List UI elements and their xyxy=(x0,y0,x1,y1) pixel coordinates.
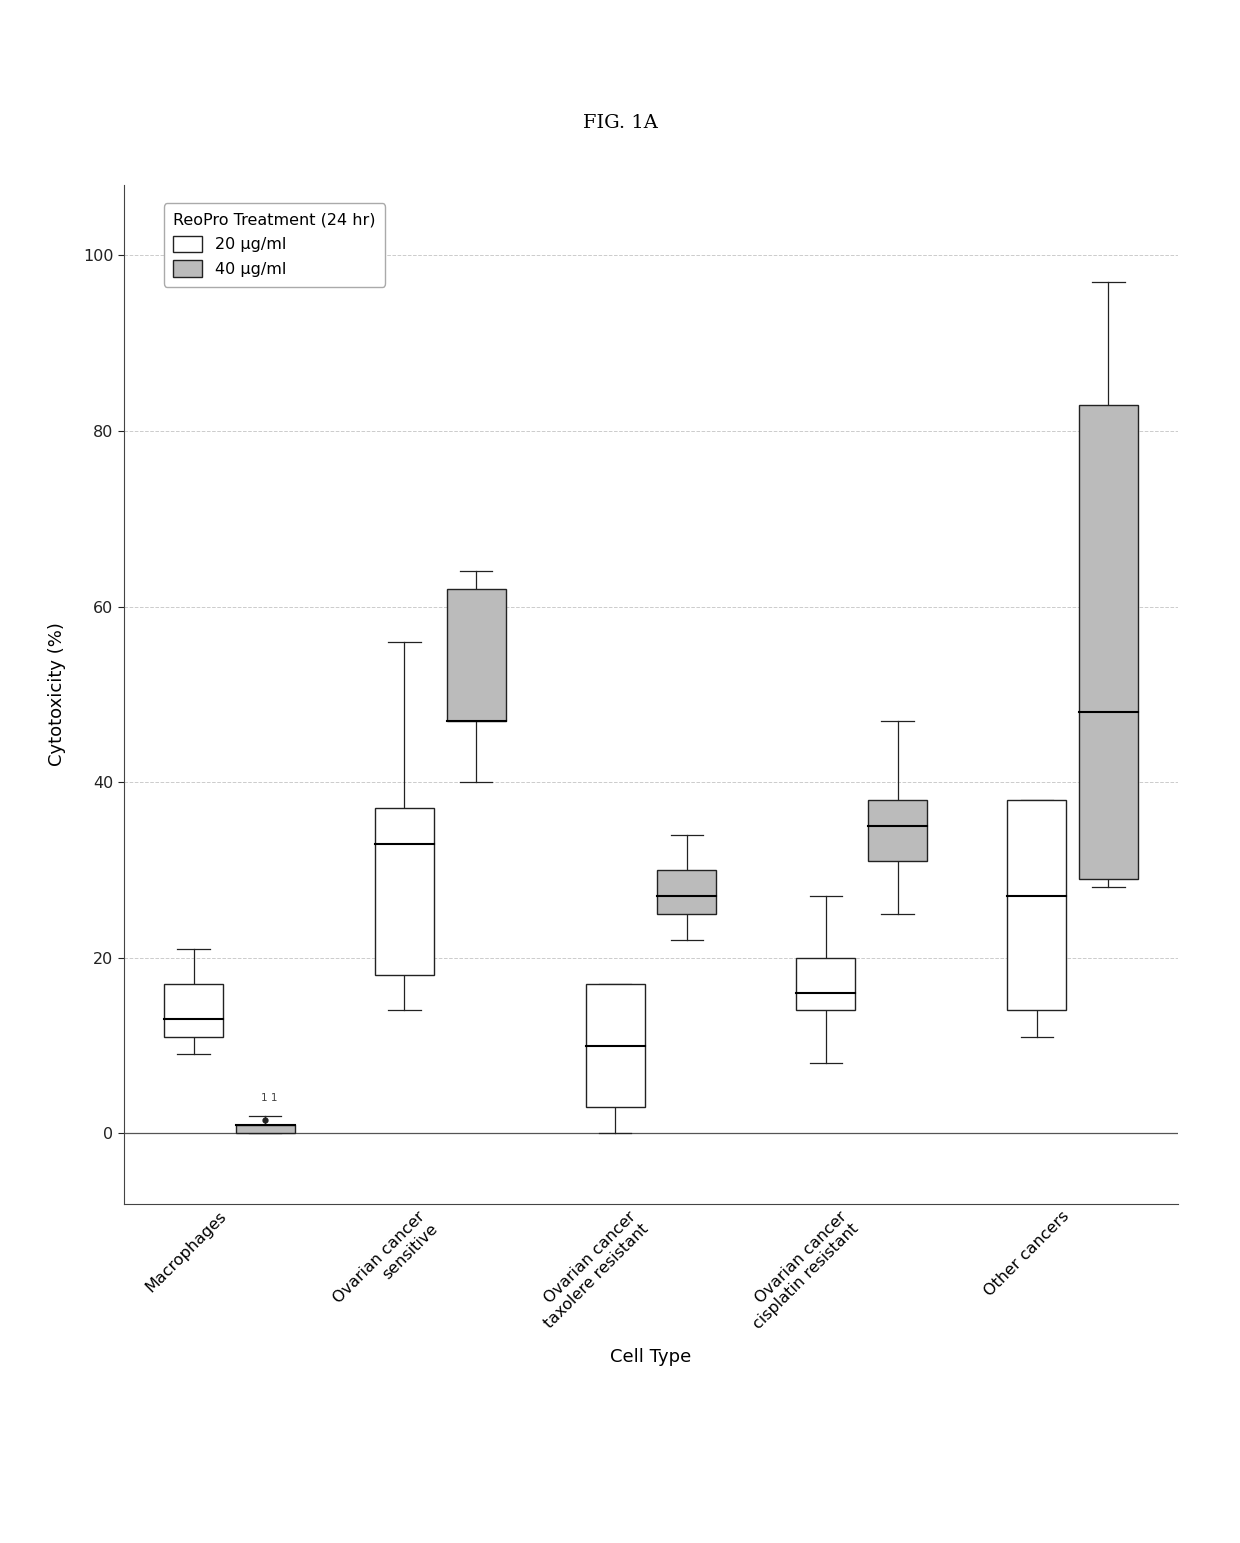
Bar xyxy=(1079,404,1138,878)
Bar xyxy=(796,958,856,1011)
Bar xyxy=(585,984,645,1106)
Bar xyxy=(446,589,506,721)
Bar xyxy=(374,809,434,975)
Bar xyxy=(164,984,223,1037)
Y-axis label: Cytotoxicity (%): Cytotoxicity (%) xyxy=(48,622,67,767)
Bar xyxy=(1007,799,1066,1011)
Legend: 20 μg/ml, 40 μg/ml: 20 μg/ml, 40 μg/ml xyxy=(164,204,386,287)
Bar xyxy=(657,870,717,913)
Bar xyxy=(236,1125,295,1133)
Text: FIG. 1A: FIG. 1A xyxy=(583,114,657,133)
Bar xyxy=(868,799,928,861)
Text: 1 1: 1 1 xyxy=(262,1092,278,1103)
X-axis label: Cell Type: Cell Type xyxy=(610,1349,692,1367)
